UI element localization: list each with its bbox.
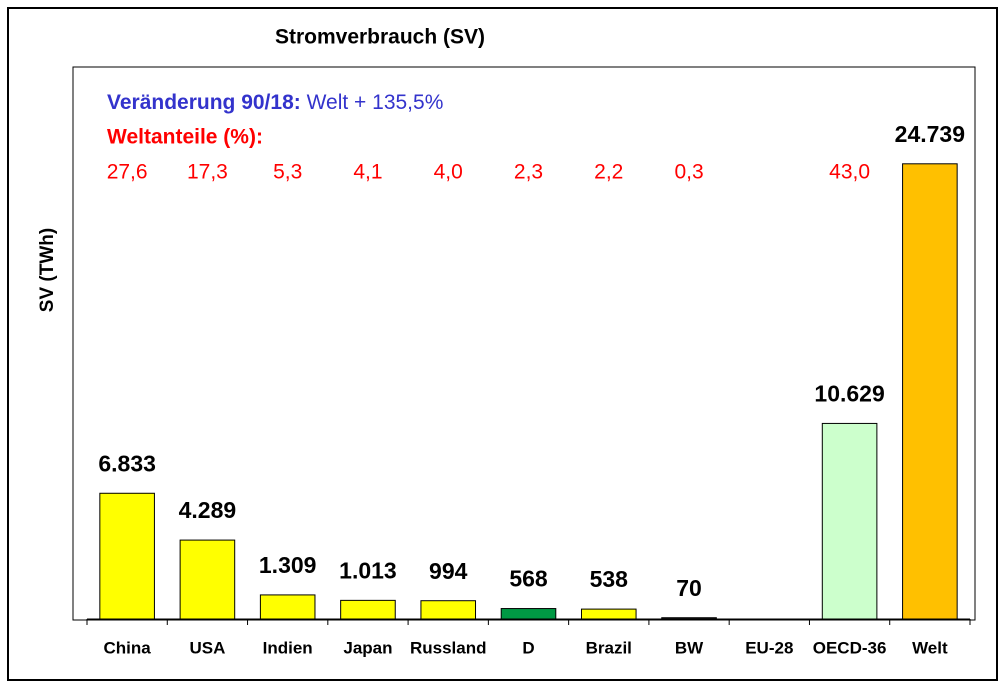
x-tick-label: Brazil [586,638,632,657]
bar [580,608,637,620]
share-label: 4,0 [434,161,463,184]
value-label: 24.739 [895,121,965,147]
x-tick-label: Russland [410,638,487,657]
value-label: 568 [509,566,548,592]
bar [179,539,236,620]
x-tick-label: D [522,638,534,657]
x-tick-label: BW [675,638,704,657]
bar [661,617,717,620]
change-label: Veränderung 90/18: [107,91,301,114]
bar [340,599,396,620]
bar [99,492,155,620]
value-label: 4.289 [179,497,237,523]
share-label: 43,0 [829,161,870,184]
chart-title: Stromverbrauch (SV) [275,26,485,49]
share-label: 4,1 [353,161,382,184]
x-tick-label: Indien [263,638,313,657]
x-tick-label: Japan [343,638,392,657]
share-label: 2,3 [514,161,543,184]
value-label: 1.013 [339,557,397,583]
bar [259,594,316,620]
bar [902,163,958,620]
value-label: 10.629 [814,381,884,407]
change-annotation: Veränderung 90/18: Welt + 135,5% [107,91,443,114]
bar [500,608,557,620]
y-axis-title: SV (TWh) [37,228,58,312]
share-label: 0,3 [674,161,703,184]
change-text: Welt + 135,5% [307,91,444,114]
share-label: 27,6 [107,161,148,184]
x-tick-label: EU-28 [745,638,793,657]
x-tick-label: China [104,638,152,657]
x-tick-label: OECD-36 [813,638,887,657]
value-label: 6.833 [98,450,156,476]
share-label: 17,3 [187,161,228,184]
share-title: Weltanteile (%): [107,126,263,149]
share-label: 5,3 [273,161,302,184]
value-label: 70 [676,575,702,601]
value-label: 994 [429,558,468,584]
value-label: 538 [590,566,629,592]
x-tick-label: USA [189,638,225,657]
x-tick-label: Welt [912,638,948,657]
bar [821,422,878,620]
bar [420,600,477,620]
value-label: 1.309 [259,552,317,578]
share-label: 2,2 [594,161,623,184]
